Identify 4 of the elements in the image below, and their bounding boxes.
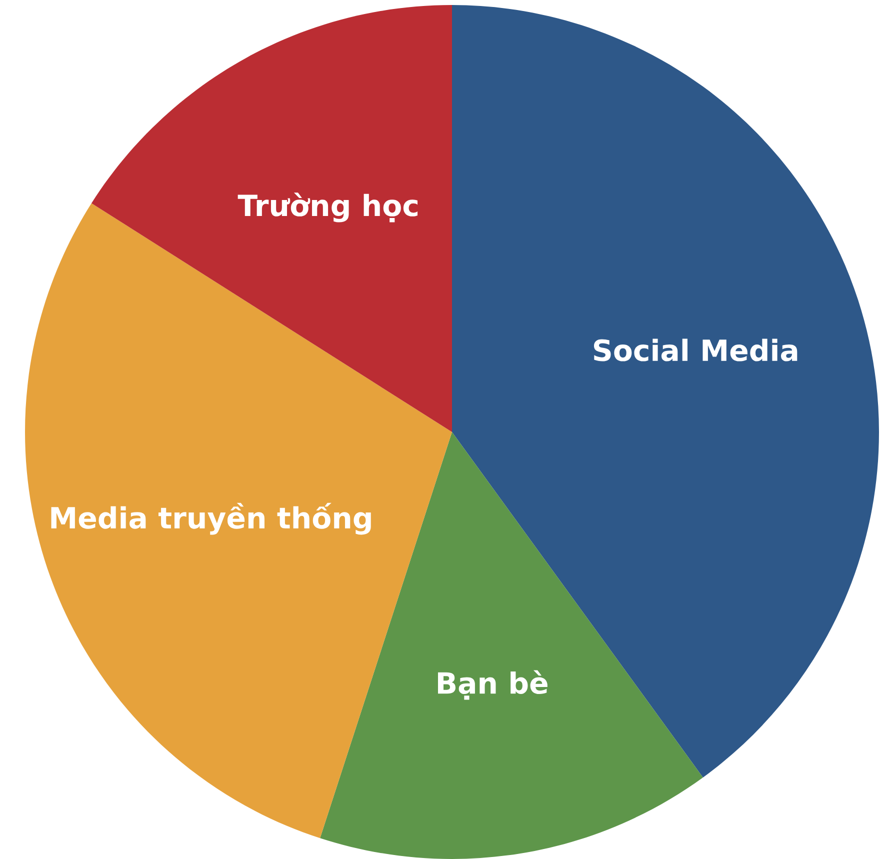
slice-label: Social Media	[594, 338, 798, 362]
slice-label: Trường học	[238, 192, 418, 222]
slice-label: Media truyền thống	[51, 502, 371, 535]
slice-label: Bạn bè	[438, 670, 548, 700]
